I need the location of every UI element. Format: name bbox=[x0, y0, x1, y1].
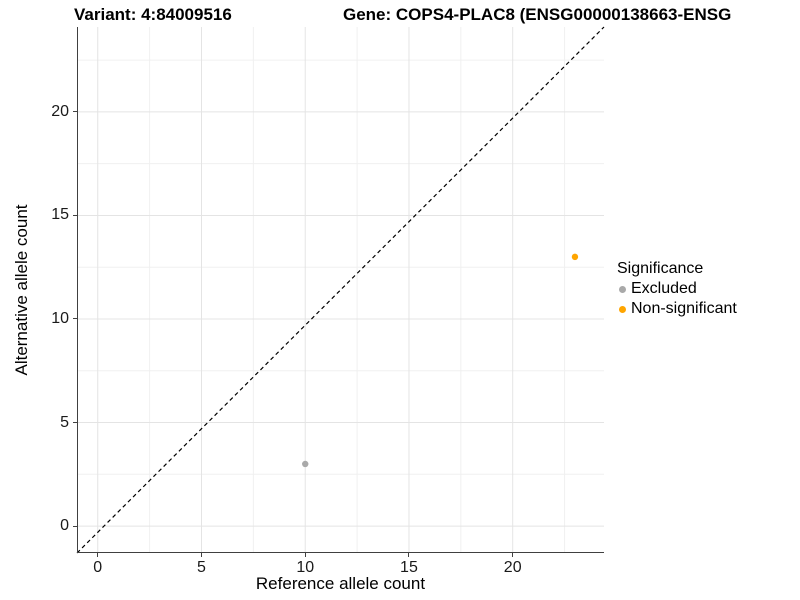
y-axis-label: Alternative allele count bbox=[12, 204, 31, 376]
plot-canvas bbox=[76, 26, 605, 554]
plot-panel bbox=[76, 26, 605, 554]
legend-title: Significance bbox=[617, 260, 704, 277]
legend-label-non-significant: Non-significant bbox=[631, 300, 737, 317]
x-tick-mark bbox=[512, 553, 514, 557]
y-tick-mark bbox=[73, 214, 77, 216]
data-point-non-significant bbox=[571, 253, 579, 261]
y-tick-mark bbox=[73, 111, 77, 113]
x-tick-label: 15 bbox=[400, 559, 418, 576]
y-tick-label: 15 bbox=[51, 206, 69, 224]
x-axis-label: Reference allele count bbox=[255, 574, 426, 593]
y-tick-label: 20 bbox=[51, 102, 69, 120]
x-tick-mark bbox=[304, 553, 306, 557]
x-tick-label: 10 bbox=[296, 559, 315, 576]
plot-title-gene: Gene: COPS4-PLAC8 (ENSG00000138663-ENSG bbox=[343, 5, 732, 24]
y-tick-label: 10 bbox=[51, 309, 69, 327]
x-tick-mark bbox=[200, 553, 202, 557]
legend-item-non-significant: Non-significant bbox=[617, 299, 737, 319]
identity-line bbox=[76, 26, 605, 554]
y-tick-label: 0 bbox=[60, 517, 69, 535]
non-significant-point-icon bbox=[619, 305, 626, 313]
y-tick-mark bbox=[73, 422, 77, 424]
legend-item-excluded: Excluded bbox=[617, 279, 737, 299]
legend-label-excluded: Excluded bbox=[631, 280, 697, 297]
x-tick-label: 5 bbox=[197, 559, 206, 576]
excluded-point-icon bbox=[619, 285, 626, 293]
y-tick-label: 5 bbox=[60, 413, 69, 431]
x-tick-label: 0 bbox=[93, 559, 103, 576]
legend: Significance Excluded Non-significant bbox=[617, 258, 737, 319]
y-tick-mark bbox=[73, 318, 77, 320]
data-point-excluded bbox=[302, 460, 309, 468]
plot-title-variant: Variant: 4:84009516 bbox=[74, 5, 232, 24]
x-tick-label: 20 bbox=[503, 559, 522, 576]
x-tick-mark bbox=[97, 553, 99, 557]
y-tick-mark bbox=[73, 525, 77, 527]
x-tick-mark bbox=[408, 553, 410, 557]
